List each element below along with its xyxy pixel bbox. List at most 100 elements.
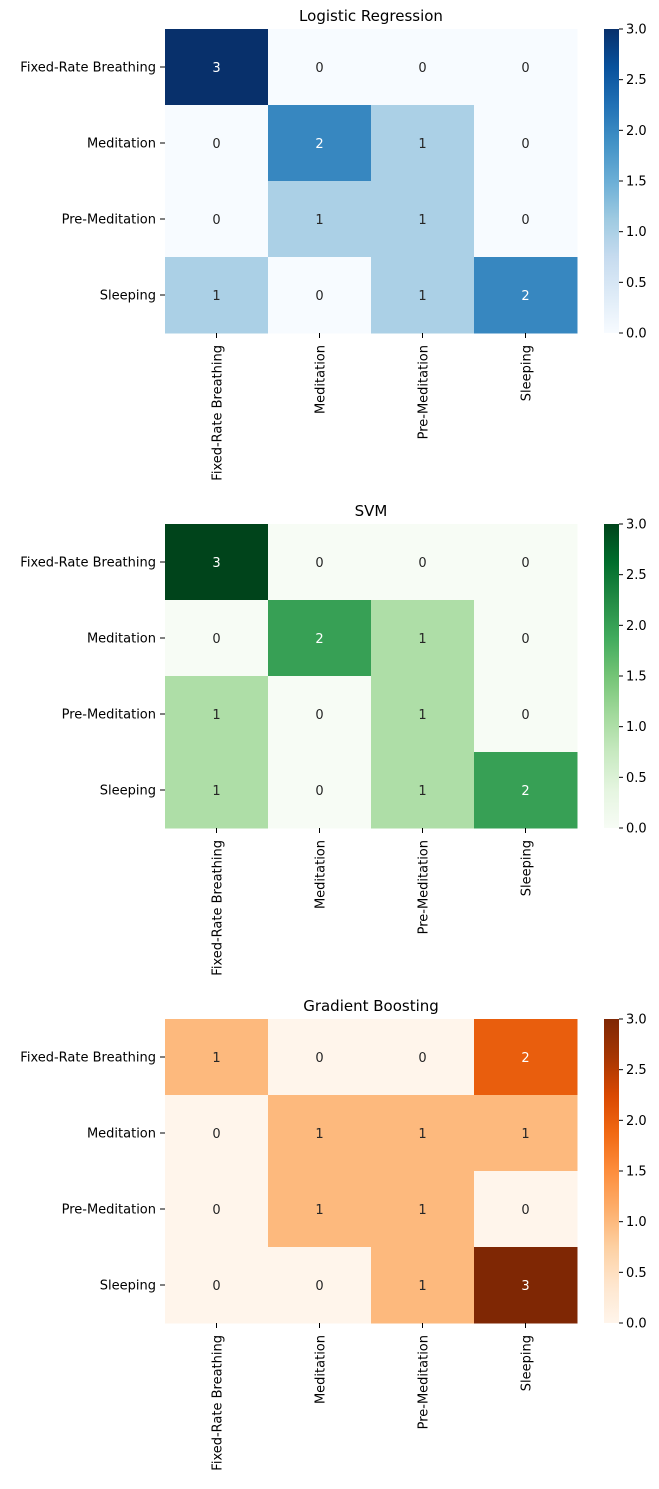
cell-value-label: 0 bbox=[212, 213, 220, 228]
y-tick-label: Fixed-Rate Breathing bbox=[20, 1051, 156, 1066]
cell-value-label: 0 bbox=[521, 61, 529, 76]
cell-value-label: 0 bbox=[418, 1051, 426, 1066]
heatmap-cell bbox=[268, 1247, 372, 1324]
cell-value-label: 2 bbox=[315, 137, 323, 152]
heatmap-cell bbox=[268, 1095, 372, 1172]
x-tick-label: Fixed-Rate Breathing bbox=[211, 345, 226, 481]
heatmap-cell bbox=[371, 181, 475, 258]
cell-value-label: 1 bbox=[418, 1127, 426, 1142]
chart-title: SVM bbox=[355, 502, 388, 520]
heatmap-cell bbox=[268, 524, 372, 601]
cell-value-label: 1 bbox=[315, 1127, 323, 1142]
heatmap-cell bbox=[371, 1171, 475, 1248]
x-tick-label: Meditation bbox=[314, 345, 329, 414]
heatmap-cell bbox=[165, 1247, 269, 1324]
colorbar-tick-label: 2.5 bbox=[626, 1063, 647, 1078]
cell-value-label: 1 bbox=[418, 289, 426, 304]
heatmap-cell bbox=[474, 600, 578, 677]
colorbar-tick-label: 3.0 bbox=[626, 23, 647, 38]
x-tick-label: Pre-Meditation bbox=[417, 1335, 432, 1429]
heatmap-cell bbox=[165, 105, 269, 182]
heatmap-cell bbox=[371, 676, 475, 753]
colorbar-tick-label: 0.0 bbox=[626, 327, 647, 342]
heatmap-cell bbox=[165, 1171, 269, 1248]
heatmap-cell bbox=[474, 676, 578, 753]
x-tick-label: Fixed-Rate Breathing bbox=[211, 840, 226, 976]
heatmap-cell bbox=[268, 105, 372, 182]
colorbar-tick-label: 1.5 bbox=[626, 1165, 647, 1180]
cell-value-label: 0 bbox=[212, 1203, 220, 1218]
cell-value-label: 0 bbox=[315, 556, 323, 571]
x-tick-label: Sleeping bbox=[520, 840, 535, 896]
heatmap-cell bbox=[165, 29, 269, 106]
colorbar-tick-label: 1.0 bbox=[626, 225, 647, 240]
colorbar-tick-label: 2.0 bbox=[626, 619, 647, 634]
y-tick-label: Meditation bbox=[87, 137, 156, 152]
cell-value-label: 1 bbox=[315, 213, 323, 228]
colorbar-tick-label: 3.0 bbox=[626, 518, 647, 533]
cell-value-label: 0 bbox=[418, 61, 426, 76]
colorbar-tick-label: 1.5 bbox=[626, 175, 647, 190]
y-tick-label: Meditation bbox=[87, 632, 156, 647]
cell-value-label: 0 bbox=[212, 1279, 220, 1294]
cell-value-label: 0 bbox=[521, 1203, 529, 1218]
cell-value-label: 2 bbox=[521, 1051, 529, 1066]
colorbar-tick-label: 2.5 bbox=[626, 73, 647, 88]
cell-value-label: 1 bbox=[418, 137, 426, 152]
cell-value-label: 1 bbox=[212, 784, 220, 799]
heatmap-cell bbox=[474, 1171, 578, 1248]
heatmap-panel-2: SVM 3 0 0 0 0 2 1 0 1 0 1 0 1 0 1 2 Fixed-Rate Breathing M… bbox=[20, 502, 646, 976]
heatmap-cell bbox=[474, 257, 578, 334]
cell-value-label: 0 bbox=[315, 708, 323, 723]
y-tick-label: Meditation bbox=[87, 1127, 156, 1142]
colorbar-tick-label: 3.0 bbox=[626, 1013, 647, 1028]
colorbar-tick-label: 0.0 bbox=[626, 1317, 647, 1332]
y-tick-label: Pre-Meditation bbox=[62, 213, 156, 228]
cell-value-label: 1 bbox=[418, 1279, 426, 1294]
heatmap-cell bbox=[165, 752, 269, 829]
chart-title: Logistic Regression bbox=[299, 7, 443, 25]
heatmap-cell bbox=[268, 29, 372, 106]
heatmap-cell bbox=[474, 105, 578, 182]
heatmap-cell bbox=[474, 1247, 578, 1324]
cell-value-label: 3 bbox=[521, 1279, 529, 1294]
cell-value-label: 0 bbox=[521, 708, 529, 723]
x-tick-label: Fixed-Rate Breathing bbox=[211, 1335, 226, 1471]
colorbar bbox=[604, 29, 619, 333]
colorbar-tick-label: 0.5 bbox=[626, 771, 647, 786]
cell-value-label: 0 bbox=[315, 61, 323, 76]
colorbar-tick-label: 2.0 bbox=[626, 1114, 647, 1129]
cell-value-label: 2 bbox=[521, 289, 529, 304]
cell-value-label: 0 bbox=[212, 1127, 220, 1142]
cell-value-label: 1 bbox=[418, 784, 426, 799]
cell-value-label: 0 bbox=[418, 556, 426, 571]
heatmap-cell bbox=[268, 752, 372, 829]
heatmap-cell bbox=[371, 752, 475, 829]
heatmap-cell bbox=[165, 524, 269, 601]
heatmap-panel-1: Logistic Regression 3 0 0 0 0 2 1 0 0 1 1 0 1 0 1 2 Fixed… bbox=[20, 7, 646, 481]
heatmap-cell bbox=[165, 181, 269, 258]
heatmap-cell bbox=[371, 257, 475, 334]
colorbar-tick-label: 1.5 bbox=[626, 670, 647, 685]
y-tick-label: Pre-Meditation bbox=[62, 708, 156, 723]
cell-value-label: 0 bbox=[521, 632, 529, 647]
heatmap-cell bbox=[268, 1171, 372, 1248]
colorbar-tick-label: 1.0 bbox=[626, 1215, 647, 1230]
cell-value-label: 0 bbox=[315, 1051, 323, 1066]
colorbar bbox=[604, 524, 619, 828]
cell-value-label: 3 bbox=[212, 556, 220, 571]
x-tick-label: Sleeping bbox=[520, 345, 535, 401]
x-tick-label: Pre-Meditation bbox=[417, 345, 432, 439]
y-tick-label: Pre-Meditation bbox=[62, 1203, 156, 1218]
cell-value-label: 1 bbox=[315, 1203, 323, 1218]
heatmap-cell bbox=[268, 181, 372, 258]
colorbar-tick-label: 1.0 bbox=[626, 720, 647, 735]
heatmap-cell bbox=[165, 1019, 269, 1096]
colorbar-tick-label: 0.5 bbox=[626, 276, 647, 291]
cell-value-label: 0 bbox=[212, 137, 220, 152]
heatmap-cell bbox=[474, 524, 578, 601]
y-tick-label: Sleeping bbox=[100, 1279, 156, 1294]
cell-value-label: 1 bbox=[212, 1051, 220, 1066]
heatmap-cell bbox=[165, 1095, 269, 1172]
